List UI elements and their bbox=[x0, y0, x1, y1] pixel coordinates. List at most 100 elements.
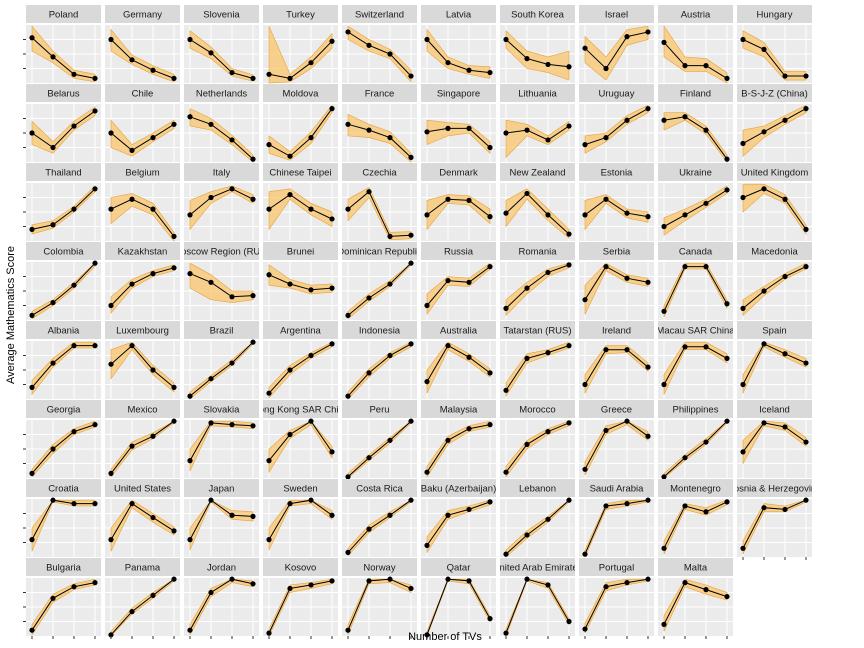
confidence-band bbox=[189, 499, 254, 551]
data-point bbox=[503, 210, 509, 216]
facet-label: Ukraine bbox=[679, 168, 712, 179]
data-point bbox=[408, 585, 414, 592]
data-point bbox=[171, 384, 177, 390]
facet-panel: Brunei bbox=[263, 242, 338, 320]
facet-panel: Philippines bbox=[658, 400, 733, 480]
facet-panel: Latvia bbox=[421, 5, 496, 83]
facet-panel: Lithuania bbox=[500, 84, 575, 162]
facet-panel: Belgium bbox=[105, 163, 180, 242]
facet-label: Panama bbox=[125, 563, 161, 574]
facet-label: Belarus bbox=[47, 89, 79, 100]
data-point bbox=[408, 497, 414, 503]
facet-label: Japan bbox=[209, 484, 235, 495]
facet-label: Hungary bbox=[757, 10, 793, 21]
series-line bbox=[347, 578, 412, 631]
facet-label: Argentina bbox=[280, 326, 321, 337]
facet-strip bbox=[105, 163, 180, 181]
confidence-band bbox=[189, 420, 254, 472]
data-point bbox=[445, 277, 451, 284]
data-point bbox=[50, 300, 56, 306]
confidence-band bbox=[31, 262, 96, 320]
series-line bbox=[189, 341, 254, 397]
data-point bbox=[445, 576, 451, 582]
data-point bbox=[366, 578, 372, 584]
data-point bbox=[524, 127, 530, 133]
confidence-band bbox=[110, 119, 175, 157]
data-point bbox=[603, 65, 609, 72]
data-point bbox=[661, 223, 667, 230]
data-point bbox=[603, 264, 609, 270]
facet-strip bbox=[737, 242, 812, 260]
facet-label: Baku (Azerbaijan) bbox=[421, 484, 497, 495]
facet-panel: Luxembourg bbox=[105, 321, 180, 399]
series-line bbox=[584, 578, 649, 630]
data-point bbox=[329, 341, 335, 347]
series-line bbox=[347, 262, 412, 316]
data-point bbox=[171, 576, 177, 582]
facet-strip bbox=[342, 321, 417, 339]
data-point bbox=[229, 360, 235, 366]
facet-panel: Hong Kong SAR China bbox=[263, 400, 338, 478]
data-point bbox=[250, 339, 256, 345]
facet-panel: Dominican Republic bbox=[342, 242, 417, 320]
data-point bbox=[724, 418, 730, 424]
data-point bbox=[661, 621, 667, 628]
facet-panel: Bosnia & Herzegovina bbox=[728, 479, 823, 560]
data-point bbox=[287, 153, 293, 159]
data-point bbox=[308, 287, 314, 293]
data-point bbox=[782, 196, 788, 202]
series-line bbox=[742, 188, 807, 230]
facet-label: Kosovo bbox=[285, 563, 317, 574]
data-point bbox=[287, 192, 293, 198]
facet-strip bbox=[342, 242, 417, 260]
facet-panel: Austria bbox=[658, 5, 733, 84]
facet-label: Turkey bbox=[286, 10, 315, 21]
data-point bbox=[803, 439, 809, 445]
facet-strip bbox=[500, 479, 575, 497]
data-point bbox=[71, 123, 77, 129]
facet-label: Singapore bbox=[437, 89, 480, 100]
facet-strip bbox=[421, 163, 496, 181]
facet-strip bbox=[421, 242, 496, 260]
facet-strip bbox=[26, 400, 101, 418]
facet-label: Ireland bbox=[602, 326, 631, 337]
facet-label: Colombia bbox=[43, 247, 84, 258]
data-point bbox=[466, 506, 472, 513]
data-point bbox=[71, 282, 77, 288]
data-point bbox=[250, 156, 256, 162]
data-point bbox=[250, 75, 256, 81]
facet-label: Georgia bbox=[47, 405, 82, 416]
data-point bbox=[187, 627, 193, 633]
facet-panel: Jordan bbox=[184, 558, 259, 639]
data-point bbox=[266, 390, 272, 396]
series-line bbox=[505, 125, 570, 141]
data-point bbox=[682, 63, 688, 69]
facet-strip bbox=[184, 479, 259, 497]
data-point bbox=[424, 212, 430, 218]
data-point bbox=[187, 271, 193, 277]
data-point bbox=[71, 501, 77, 507]
data-point bbox=[545, 582, 551, 588]
data-point bbox=[92, 343, 98, 349]
data-point bbox=[487, 422, 493, 428]
data-point bbox=[803, 264, 809, 270]
series-line bbox=[347, 420, 412, 478]
facet-strip bbox=[263, 242, 338, 260]
data-point bbox=[603, 196, 609, 202]
data-point bbox=[187, 114, 193, 120]
data-point bbox=[250, 581, 256, 587]
facet-label: Bosnia & Herzegovina bbox=[728, 484, 823, 495]
confidence-band bbox=[426, 499, 491, 554]
facet-strip bbox=[26, 558, 101, 576]
facet-panel: Colombia bbox=[23, 242, 101, 320]
series-line bbox=[742, 343, 807, 385]
data-point bbox=[408, 232, 414, 238]
facet-strip bbox=[737, 84, 812, 102]
series-line bbox=[426, 266, 491, 306]
data-point bbox=[487, 499, 493, 505]
series-line bbox=[584, 108, 649, 146]
facet-strip bbox=[105, 558, 180, 576]
series-line bbox=[426, 501, 491, 546]
series-line bbox=[31, 345, 95, 388]
facet-panel: United Kingdom bbox=[737, 163, 812, 241]
